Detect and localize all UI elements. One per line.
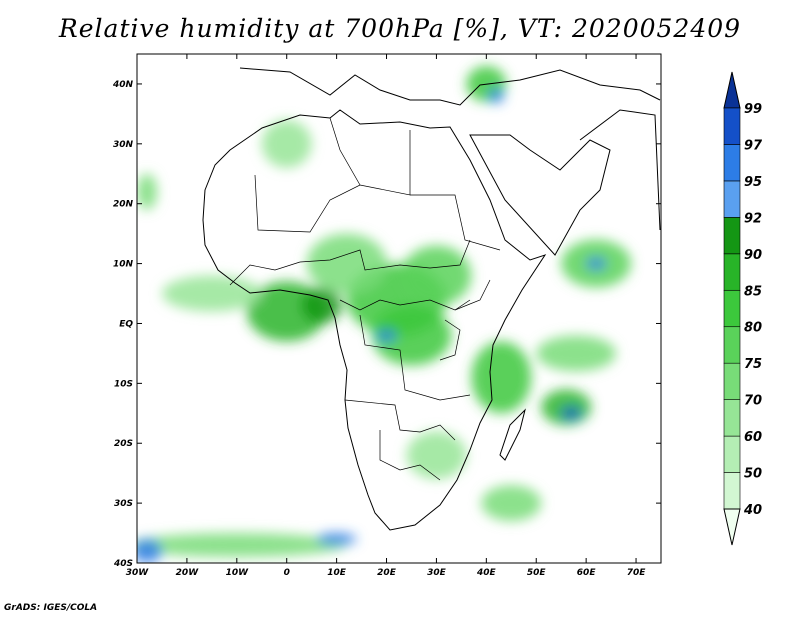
lat-label-EQ: EQ [119, 319, 133, 329]
colorbar-segment [723, 289, 741, 328]
latitude-labels: 40N 30N 20N 10N EQ 10S 20S 30S 40S [112, 80, 134, 569]
colorbar-segment [723, 326, 741, 364]
colorbar-label-60: 60 [744, 430, 762, 445]
country-borders [229, 117, 501, 481]
humidity-blob [137, 173, 157, 210]
eurasia-coastline [239, 67, 661, 106]
grads-credit: GrADS: IGES/COLA [4, 603, 98, 613]
lon-label-10W: 10W [226, 568, 250, 578]
longitude-labels: 30W 20W 10W 0 10E 20E 30E 40E 50E 60E 70E [126, 568, 646, 578]
colorbar-segment [723, 217, 741, 255]
humidity-blob [481, 485, 542, 522]
humidity-blob [471, 341, 532, 414]
africa-coastline [202, 109, 547, 531]
lon-label-20E: 20E [377, 568, 397, 578]
colorbar-label-50: 50 [744, 467, 762, 482]
plot-frame [136, 53, 662, 564]
colorbar-label-75: 75 [744, 357, 762, 372]
colorbar-label-85: 85 [744, 284, 762, 299]
colorbar [723, 71, 741, 546]
colorbar-label-90: 90 [744, 248, 762, 263]
colorbar-segment [723, 144, 741, 182]
humidity-blob [137, 539, 162, 563]
colorbar-label-70: 70 [744, 394, 762, 409]
lon-label-60E: 60E [577, 568, 597, 578]
colorbar-segment [723, 180, 741, 218]
arabia-coastline [469, 134, 611, 256]
lon-label-30W: 30W [126, 568, 150, 578]
lon-label-20W: 20W [176, 568, 200, 578]
lon-label-30E: 30E [427, 568, 447, 578]
lat-label-30N: 30N [113, 140, 134, 150]
lon-label-10E: 10E [327, 568, 347, 578]
asia-coastline [579, 109, 661, 231]
lat-label-10S: 10S [114, 379, 133, 389]
colorbar-label-95: 95 [744, 175, 762, 190]
humidity-blob [406, 431, 467, 480]
colorbar-segment [723, 399, 741, 437]
lon-label-40E: 40E [476, 568, 497, 578]
axis-ticks [136, 54, 661, 564]
humidity-field [137, 65, 632, 563]
humidity-blob [161, 275, 262, 312]
humidity-blob [301, 287, 342, 324]
lat-label-20N: 20N [113, 200, 134, 210]
colorbar-bottom-triangle [723, 508, 741, 546]
humidity-blob [371, 305, 452, 366]
lon-label-70E: 70E [627, 568, 647, 578]
lat-label-30S: 30S [114, 499, 133, 509]
humidity-blob [541, 389, 592, 426]
humidity-blob [401, 245, 472, 306]
colorbar-label-99: 99 [744, 102, 762, 117]
colorbar-segment [723, 472, 741, 510]
humidity-blob [488, 88, 504, 104]
humidity-blob [536, 335, 617, 372]
humidity-blob [376, 329, 397, 342]
colorbar-labels: 40 50 60 70 75 80 85 90 92 95 97 99 [743, 102, 763, 518]
colorbar-label-92: 92 [744, 211, 762, 226]
colorbar-segment [723, 107, 741, 145]
colorbar-segment [723, 362, 741, 400]
colorbar-segment [723, 253, 741, 291]
lat-label-40S: 40S [113, 559, 133, 569]
page-title: Relative humidity at 700hPa [%], VT: 202… [58, 14, 742, 43]
colorbar-label-80: 80 [744, 321, 762, 336]
colorbar-top-triangle [723, 71, 741, 109]
lon-label-50E: 50E [527, 568, 547, 578]
lat-label-10N: 10N [113, 260, 134, 270]
lat-label-20S: 20S [114, 439, 133, 449]
lat-label-40N: 40N [112, 80, 134, 90]
colorbar-label-97: 97 [744, 138, 763, 153]
humidity-blob [561, 407, 582, 420]
colorbar-label-40: 40 [743, 503, 762, 518]
madagascar-coastline [499, 408, 526, 461]
colorbar-segment [723, 435, 741, 473]
humidity-blob [306, 233, 387, 294]
humidity-blob [316, 533, 357, 546]
coastlines [202, 67, 661, 531]
humidity-blob [261, 119, 312, 168]
lon-label-0: 0 [284, 568, 290, 578]
humidity-blob [586, 257, 607, 270]
humidity-blob [137, 533, 347, 558]
